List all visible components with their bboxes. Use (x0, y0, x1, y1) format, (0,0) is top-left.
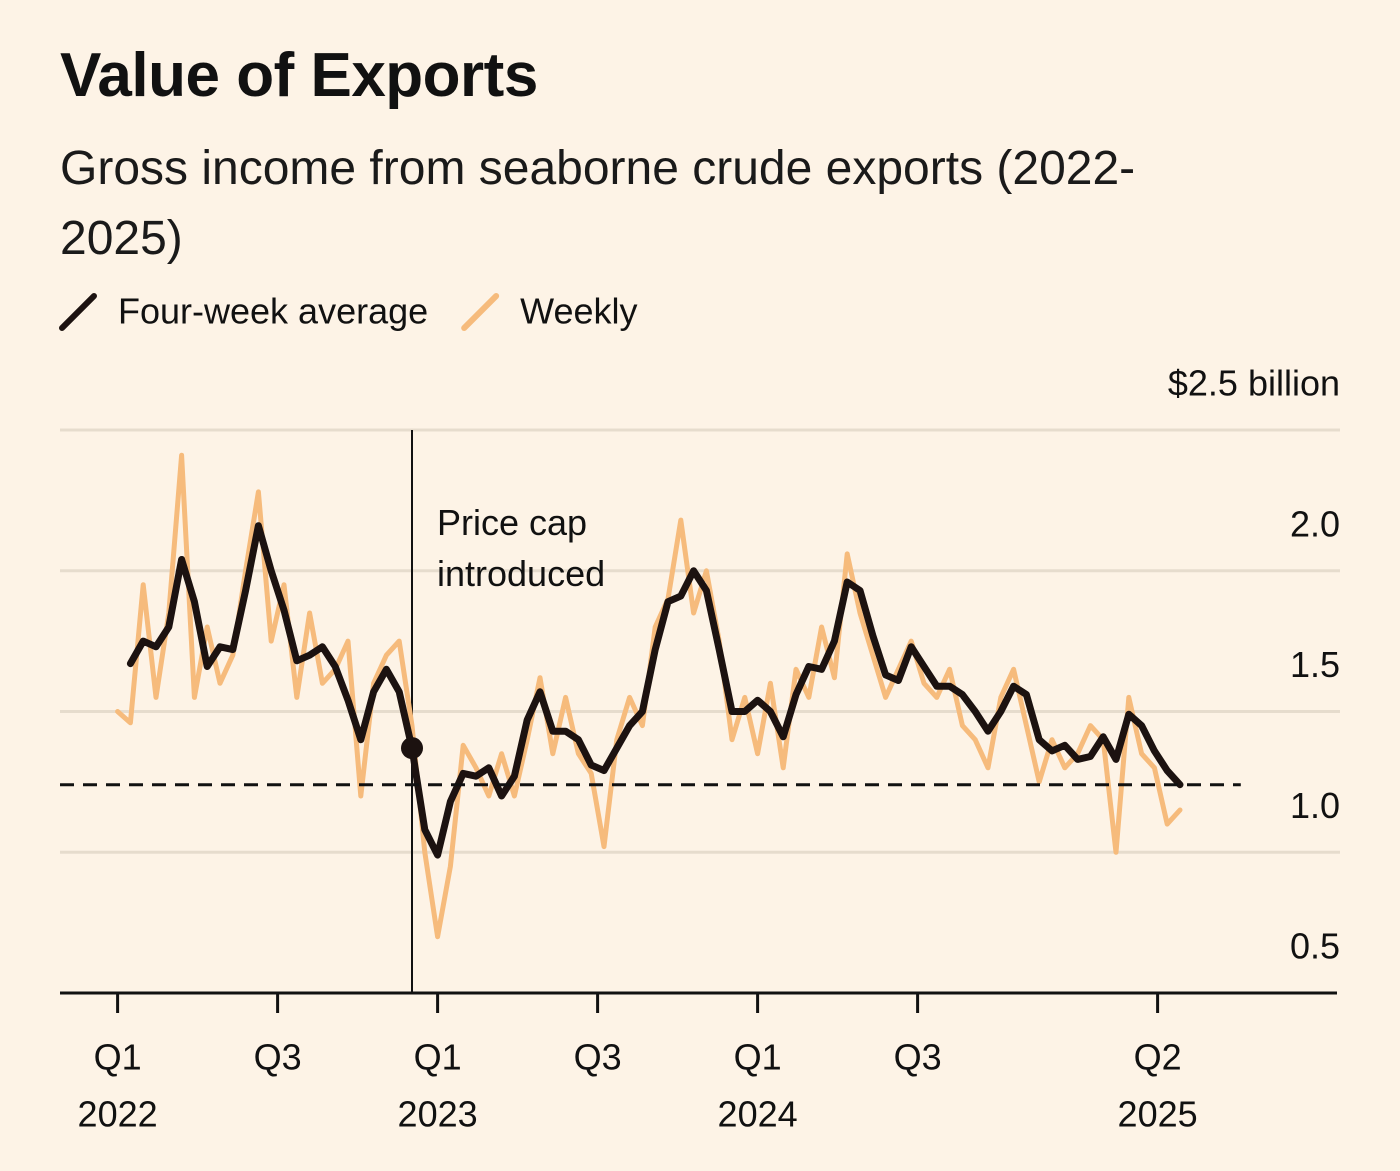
y-tick-label: $2.5 billion (1168, 363, 1340, 404)
y-tick-label: 0.5 (1290, 926, 1340, 967)
legend-swatch (59, 293, 97, 331)
x-year-label: 2025 (1118, 1094, 1198, 1135)
legend-label: Weekly (520, 291, 637, 332)
x-tick-label: Q1 (94, 1037, 142, 1078)
x-tick-label: Q3 (574, 1037, 622, 1078)
series-line (126, 522, 1184, 859)
chart-subtitle: Gross income from seaborne crude exports… (60, 142, 1136, 265)
x-tick-label: Q3 (254, 1037, 302, 1078)
y-tick-label: 1.5 (1290, 644, 1340, 685)
marker-dot (401, 737, 423, 760)
chart-title: Value of Exports (60, 41, 538, 110)
annotation: Price cap introduced (437, 502, 606, 594)
y-tick-label: 2.0 (1290, 503, 1340, 544)
x-tick-label: Q2 (1134, 1037, 1182, 1078)
legend-label: Four-week average (118, 291, 428, 332)
x-year-label: 2024 (718, 1094, 798, 1135)
x-tick-label: Q3 (894, 1037, 942, 1078)
x-tick-label: Q1 (414, 1037, 462, 1078)
x-tick-label: Q1 (734, 1037, 782, 1078)
legend-swatch (461, 293, 500, 331)
x-year-label: 2022 (78, 1094, 158, 1135)
x-year-label: 2023 (398, 1094, 478, 1135)
y-tick-label: 1.0 (1290, 785, 1340, 826)
